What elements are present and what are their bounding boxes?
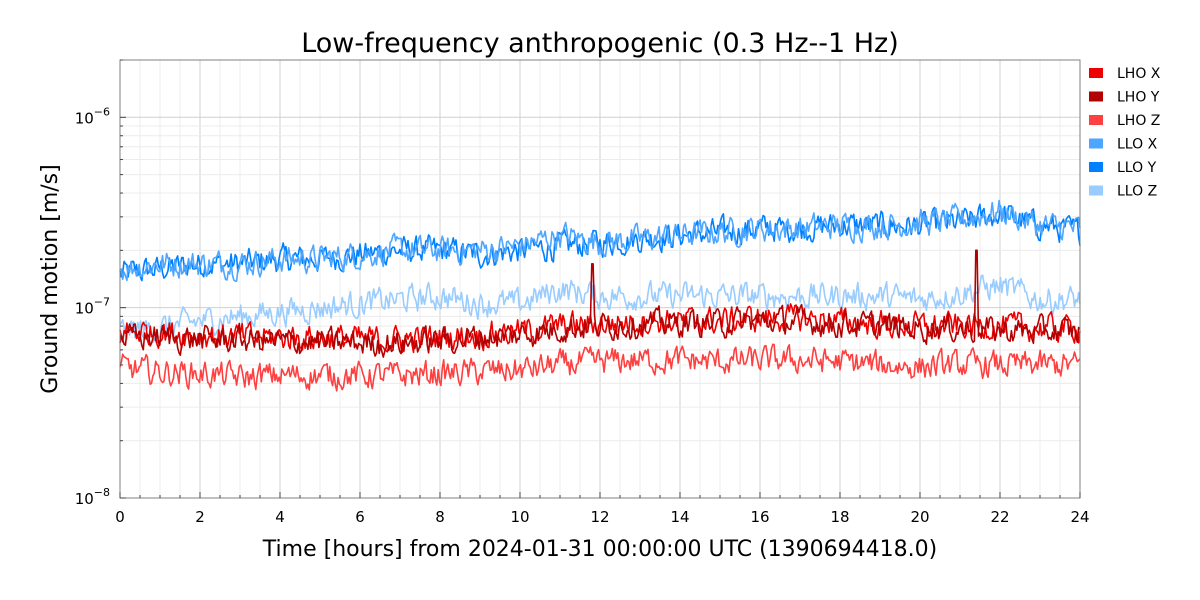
grid xyxy=(119,59,1081,499)
series-line-lho-z xyxy=(119,343,1081,392)
x-tick-label: 22 xyxy=(990,508,1009,526)
x-tick-label: 18 xyxy=(830,508,849,526)
x-tick-label: 2 xyxy=(195,508,205,526)
series-line-llo-x xyxy=(119,199,1081,282)
x-tick-label: 6 xyxy=(355,508,365,526)
x-tick-label: 20 xyxy=(910,508,929,526)
x-tick-label: 10 xyxy=(510,508,529,526)
x-tick-label: 8 xyxy=(435,508,445,526)
y-axis-label: Ground motion [m/s] xyxy=(38,164,63,393)
x-tick-label: 12 xyxy=(590,508,609,526)
legend: LHO X LHO Y LHO Z LLO X LLO Y LLO Z xyxy=(1089,66,1161,200)
x-axis-label: Time [hours] from 2024-01-31 00:00:00 UT… xyxy=(262,537,937,562)
legend-label: LLO Y xyxy=(1117,160,1157,176)
x-tick-label: 14 xyxy=(670,508,689,526)
series-line-llo-y xyxy=(119,203,1081,282)
legend-swatch xyxy=(1089,115,1103,125)
legend-label: LHO Z xyxy=(1117,113,1160,129)
legend-swatch xyxy=(1089,91,1103,102)
y-tick-label: 10−8 xyxy=(75,486,110,508)
legend-swatch xyxy=(1089,68,1103,78)
series-line-llo-z xyxy=(119,274,1081,344)
legend-label: LHO X xyxy=(1117,66,1161,82)
legend-label: LLO X xyxy=(1117,137,1158,153)
y-tick-label: 10−7 xyxy=(75,296,110,318)
x-tick-label: 16 xyxy=(750,508,769,526)
x-tick-label: 4 xyxy=(275,508,285,526)
legend-swatch xyxy=(1089,185,1103,196)
chart-title: Low-frequency anthropogenic (0.3 Hz--1 H… xyxy=(301,28,899,59)
legend-swatch xyxy=(1089,162,1103,172)
series-line-lho-y xyxy=(119,249,1081,358)
legend-label: LHO Y xyxy=(1117,90,1160,106)
x-tick-label: 24 xyxy=(1070,508,1089,526)
y-tick-label: 10−6 xyxy=(75,105,110,127)
plot-series xyxy=(119,199,1081,392)
legend-label: LLO Z xyxy=(1117,184,1157,200)
legend-swatch xyxy=(1089,138,1103,149)
series-line-lho-x xyxy=(119,303,1081,354)
x-tick-label: 0 xyxy=(115,508,125,526)
